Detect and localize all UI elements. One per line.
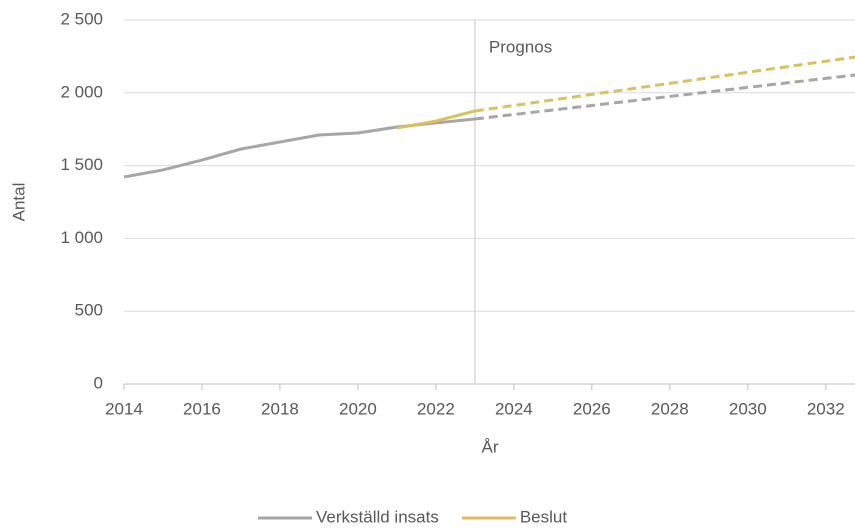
x-tick-label: 2024	[495, 399, 533, 418]
y-tick-label: 1 000	[60, 228, 103, 247]
x-tick-label: 2030	[729, 399, 767, 418]
x-tick-label: 2014	[105, 399, 143, 418]
plot-area	[124, 55, 855, 179]
forecast-line-series	[474, 55, 855, 113]
y-tick-label: 2 000	[60, 82, 103, 101]
y-tick-label: 1 500	[60, 155, 103, 174]
x-tick-label: 2028	[651, 399, 689, 418]
line-series	[396, 109, 476, 130]
annotation: Prognos	[489, 37, 552, 56]
line-series	[124, 117, 476, 179]
y-tick-label: 500	[75, 301, 103, 320]
x-tick-label: 2032	[807, 399, 845, 418]
y-tick-label: 2 500	[60, 9, 103, 28]
legend-label: Verkställd insats	[316, 507, 439, 526]
x-tick-label: 2020	[339, 399, 377, 418]
y-tick-label: 0	[94, 373, 103, 392]
forecast-line-series	[474, 73, 855, 121]
x-tick-label: 2022	[417, 399, 455, 418]
x-tick-label: 2018	[261, 399, 299, 418]
x-axis-label: År	[482, 437, 499, 456]
y-axis-label: Antal	[9, 183, 28, 222]
x-tick-label: 2016	[183, 399, 221, 418]
legend-label: Beslut	[520, 507, 568, 526]
x-tick-label: 2026	[573, 399, 611, 418]
